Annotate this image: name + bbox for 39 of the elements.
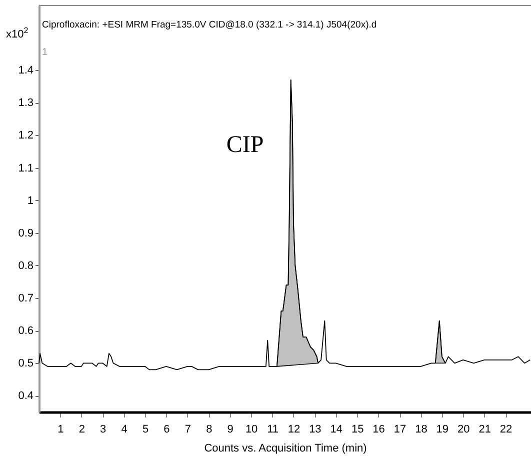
x-tick-label: 17 [394, 424, 406, 436]
x-tick-label: 4 [121, 424, 128, 436]
y-tick-label: 0.6 [18, 325, 34, 338]
y-tick-label: 0.9 [18, 227, 34, 240]
x-tick-label: 9 [227, 424, 234, 436]
y-tick-label: 0.4 [18, 390, 34, 402]
x-tick-label: 15 [351, 424, 364, 436]
y-tick-label: 0.7 [18, 292, 34, 305]
x-tick-label: 20 [458, 424, 470, 436]
x-tick-label: 10 [245, 424, 258, 436]
x-tick-label: 5 [142, 424, 149, 436]
x-tick-label: 14 [330, 424, 343, 436]
y-tick-label: 1 [27, 194, 34, 207]
y-tick-label: 1.2 [18, 130, 34, 142]
y-tick-label: 0.8 [18, 260, 34, 272]
x-tick-label: 8 [206, 424, 212, 436]
annotation: 1 [42, 47, 48, 58]
x-tick-label: 11 [267, 424, 278, 436]
x-tick-label: 6 [164, 424, 170, 436]
y-tick-label: 1.3 [18, 97, 34, 110]
y-tick-label: 0.5 [18, 358, 34, 370]
annotation: CIP [226, 132, 264, 158]
x-tick-label: 1 [58, 424, 64, 436]
x-axis-title: Counts vs. Acquisition Time (min) [204, 442, 367, 454]
x-tick-label: 2 [78, 424, 85, 436]
x-tick-label: 12 [288, 424, 300, 436]
x-tick-label: 13 [309, 424, 322, 436]
x-tick-label: 3 [100, 424, 106, 436]
x-tick-label: 21 [478, 424, 491, 436]
x-tick-label: 7 [184, 424, 192, 436]
x-tick-label: 22 [500, 424, 512, 436]
x-tick-label: 19 [436, 424, 449, 436]
x-tick-label: 16 [372, 424, 385, 436]
x-tick-label: 18 [415, 424, 428, 436]
y-tick-label: 1.4 [18, 64, 34, 77]
y-tick-label: 1.1 [18, 162, 34, 174]
text: Ciprofloxacin: +ESI MRM Frag=135.0V CID@18.0 (332.1 -> 314.1) J504(20x).d [42, 20, 377, 30]
line-series [38, 79, 531, 370]
y-axis-title: x10$^{2}$ [6, 24, 28, 42]
